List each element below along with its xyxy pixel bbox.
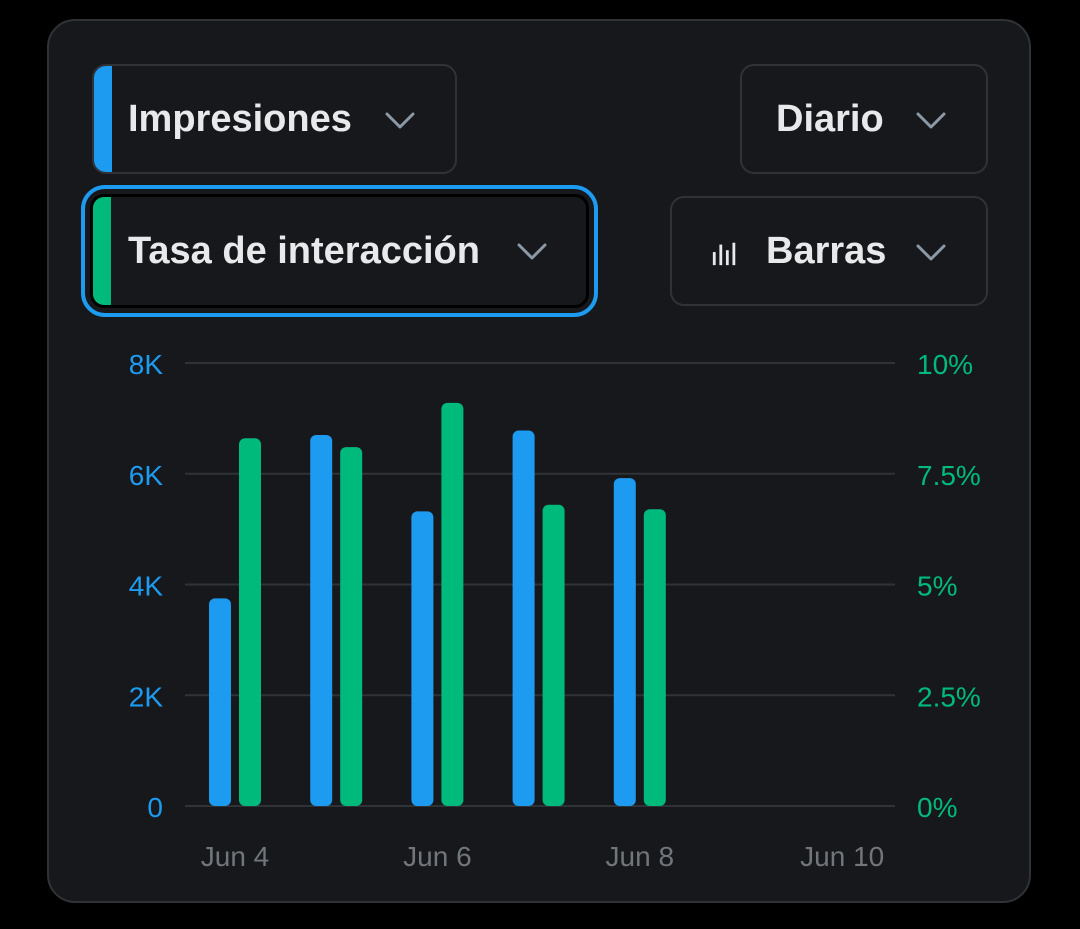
chevron-down-icon xyxy=(385,112,415,129)
x-tick-label: Jun 10 xyxy=(800,841,884,872)
series-color-swatch xyxy=(94,66,112,172)
y-left-tick-label: 0 xyxy=(147,792,163,823)
period-selector-label: Diario xyxy=(776,97,884,140)
impressions-bar[interactable] xyxy=(512,430,535,806)
x-tick-label: Jun 8 xyxy=(606,841,675,872)
metric-selector-engagement-rate[interactable]: Tasa de interacción xyxy=(90,194,589,308)
y-right-tick-label: 7.5% xyxy=(917,460,981,491)
y-right-tick-label: 2.5% xyxy=(917,681,981,712)
x-tick-label: Jun 4 xyxy=(201,841,270,872)
period-selector[interactable]: Diario xyxy=(740,64,988,174)
chevron-down-icon xyxy=(916,112,946,129)
impressions-bar[interactable] xyxy=(613,478,636,806)
impressions-bar[interactable] xyxy=(411,511,434,806)
y-left-tick-label: 2K xyxy=(129,681,164,712)
series-color-swatch xyxy=(93,197,111,305)
metric-selector-label: Tasa de interacción xyxy=(128,229,480,272)
x-tick-label: Jun 6 xyxy=(403,841,472,872)
engagement-rate-bar[interactable] xyxy=(340,447,363,806)
engagement-rate-bar[interactable] xyxy=(239,438,261,806)
focus-ring xyxy=(81,185,598,317)
chevron-down-icon xyxy=(517,243,547,260)
y-right-tick-label: 5% xyxy=(917,571,957,602)
metric-selector-label: Impresiones xyxy=(128,97,352,140)
y-right-tick-label: 0% xyxy=(917,792,957,823)
engagement-rate-bar[interactable] xyxy=(643,509,666,806)
impressions-bar[interactable] xyxy=(209,598,231,806)
chart-type-selector[interactable]: Barras xyxy=(670,196,988,306)
chart-type-label: Barras xyxy=(766,229,887,272)
chevron-down-icon xyxy=(916,244,946,261)
metric-selector-impressions[interactable]: Impresiones xyxy=(92,64,457,174)
bar-chart-icon xyxy=(712,242,736,266)
engagement-rate-bar[interactable] xyxy=(542,504,565,806)
y-left-tick-label: 4K xyxy=(129,571,164,602)
engagement-rate-bar[interactable] xyxy=(441,402,464,806)
y-right-tick-label: 10% xyxy=(917,349,973,380)
y-left-tick-label: 8K xyxy=(129,349,164,380)
impressions-bar[interactable] xyxy=(310,434,333,806)
y-left-tick-label: 6K xyxy=(129,460,164,491)
